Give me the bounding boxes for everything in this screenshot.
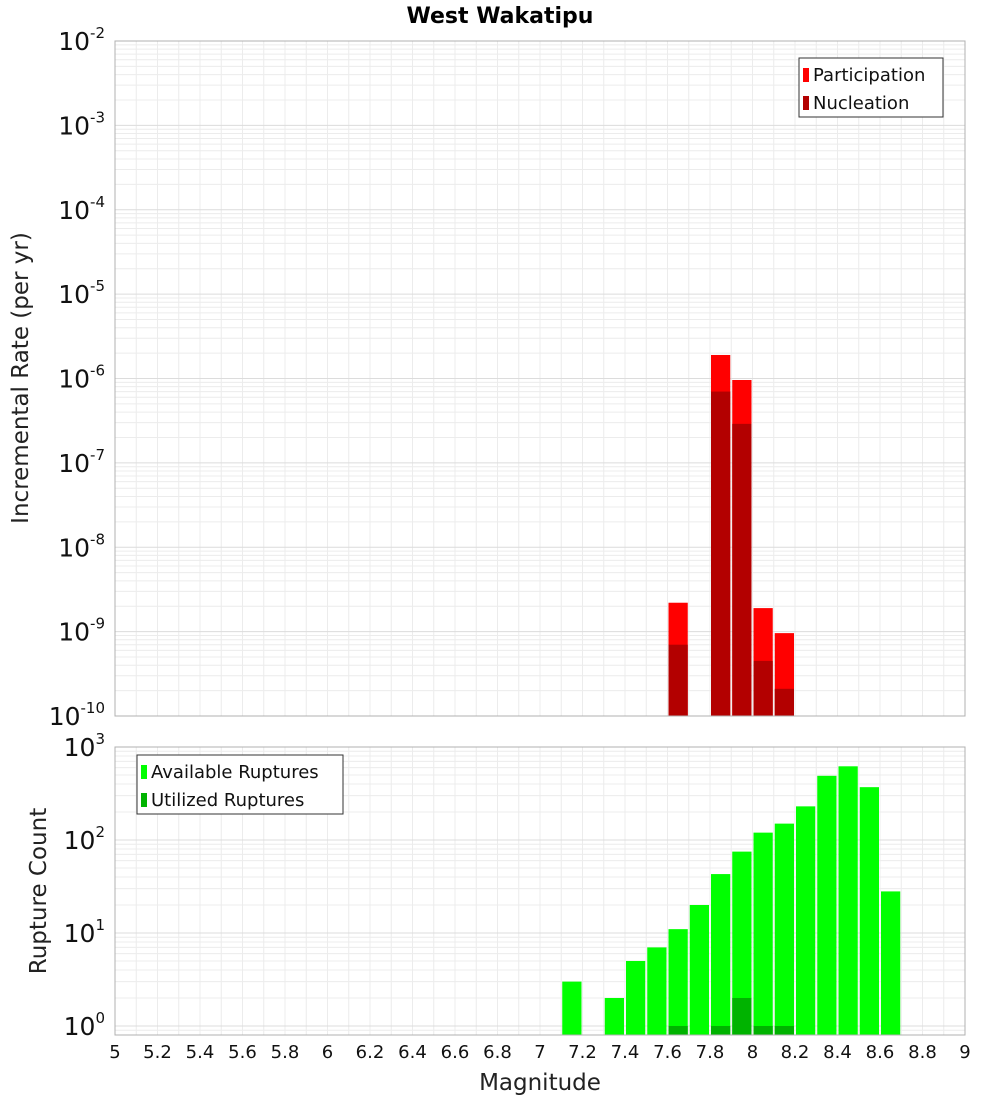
bar (604, 997, 624, 1035)
x-axis-label: Magnitude (479, 1070, 601, 1096)
x-tick-label: 5 (109, 1042, 120, 1063)
x-tick-label: 7.2 (568, 1042, 597, 1063)
x-tick-label: 5.8 (271, 1042, 300, 1063)
legend-swatch (141, 765, 147, 779)
bar (796, 806, 816, 1035)
y-tick-label: 10-8 (58, 530, 105, 562)
bottom-bars (562, 766, 901, 1035)
bar (753, 832, 773, 1035)
legend-label: Utilized Ruptures (151, 790, 304, 811)
x-tick-label: 9 (959, 1042, 970, 1063)
chart-title: West Wakatipu (407, 4, 594, 29)
bar (859, 787, 879, 1035)
y-tick-label: 10-7 (58, 446, 105, 478)
legend-swatch (141, 793, 147, 807)
top-y-axis-label: Incremental Rate (per yr) (8, 232, 34, 524)
bar (668, 1025, 688, 1035)
bar (626, 960, 646, 1035)
y-tick-label: 10-4 (58, 193, 105, 225)
x-tick-label: 8.6 (866, 1042, 895, 1063)
x-tick-label: 8.8 (908, 1042, 937, 1063)
bar (881, 891, 901, 1035)
x-tick-label: 7 (534, 1042, 545, 1063)
bar (562, 981, 582, 1035)
bar (817, 775, 837, 1035)
legend-box (798, 57, 944, 118)
x-tick-label: 6.6 (441, 1042, 470, 1063)
x-tick-label: 7.4 (611, 1042, 640, 1063)
bar (668, 929, 688, 1035)
x-tick-label: 5.4 (186, 1042, 215, 1063)
x-tick-label: 8.2 (781, 1042, 810, 1063)
bar (732, 423, 752, 716)
y-tick-label: 100 (64, 1009, 105, 1041)
bottom-legend: Available Ruptures Utilized Ruptures (136, 754, 344, 815)
legend-box (136, 754, 344, 815)
top-y-ticks: 10-2 10-3 10-4 10-5 10-6 10-7 10-8 10-9 10-10 (49, 24, 105, 731)
bar (753, 1025, 773, 1035)
y-tick-label: 101 (64, 916, 105, 948)
top-grid (114, 41, 966, 717)
y-tick-label: 10-9 (58, 615, 105, 647)
x-tick-label: 7.6 (653, 1042, 682, 1063)
bar (647, 947, 667, 1035)
x-tick-label: 8.4 (823, 1042, 852, 1063)
x-tick-label: 5.2 (143, 1042, 172, 1063)
top-plot-frame (114, 40, 966, 717)
legend-swatch (803, 68, 809, 82)
legend-swatch (803, 96, 809, 110)
x-tick-label: 5.6 (228, 1042, 257, 1063)
x-axis-ticks: 5 5.2 5.4 5.6 5.8 6 6.2 6.4 6.6 6.8 7 7.2 7.4 7.6 7.8 8… (109, 1042, 970, 1063)
legend-label: Nucleation (813, 93, 909, 114)
bar (732, 851, 752, 1035)
bar (711, 874, 731, 1035)
y-tick-label: 10-2 (58, 24, 105, 56)
y-tick-label: 103 (64, 730, 105, 762)
x-tick-label: 7.8 (696, 1042, 725, 1063)
legend-label: Available Ruptures (151, 762, 319, 783)
bar (689, 904, 709, 1035)
y-tick-label: 102 (64, 823, 105, 855)
bar (774, 1025, 794, 1035)
top-bars (668, 354, 794, 716)
bar (732, 997, 752, 1035)
bottom-plot-frame (114, 746, 966, 1036)
bar (774, 823, 794, 1035)
x-tick-label: 6.4 (398, 1042, 427, 1063)
bar (711, 1025, 731, 1035)
y-tick-label: 10-6 (58, 362, 105, 394)
y-tick-label: 10-5 (58, 277, 105, 309)
bottom-y-ticks: 103 102 101 100 (64, 730, 105, 1041)
bar (711, 391, 731, 716)
bar (668, 644, 688, 716)
top-legend: Participation Nucleation (798, 57, 944, 118)
bar (753, 660, 773, 716)
bar (838, 766, 858, 1035)
legend-label: Participation (813, 65, 925, 86)
y-tick-label: 10-3 (58, 108, 105, 140)
x-tick-label: 6.2 (356, 1042, 385, 1063)
x-tick-label: 6.8 (483, 1042, 512, 1063)
bar (774, 688, 794, 716)
x-tick-label: 8 (747, 1042, 758, 1063)
y-tick-label: 10-10 (49, 699, 105, 731)
x-tick-label: 6 (322, 1042, 333, 1063)
bottom-y-axis-label: Rupture Count (26, 808, 52, 974)
